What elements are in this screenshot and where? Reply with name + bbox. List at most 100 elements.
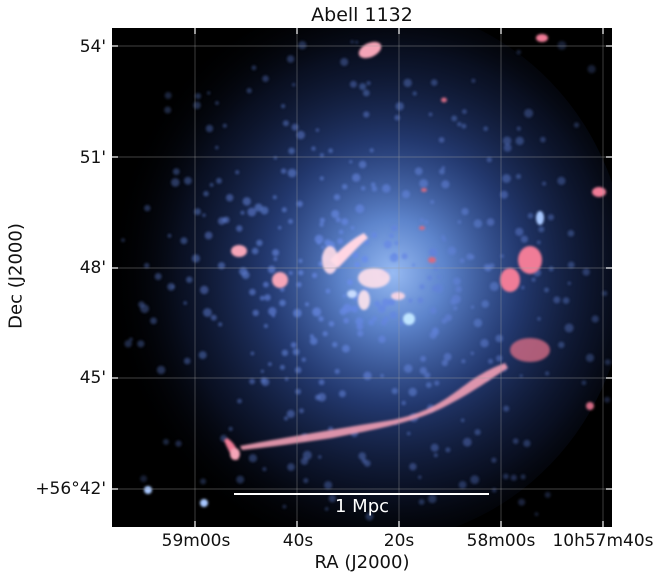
xray-speckle: [562, 297, 570, 304]
xray-speckle: [342, 344, 350, 353]
xray-speckle: [481, 300, 490, 308]
xray-speckle: [428, 494, 437, 504]
radio-emission: [224, 34, 606, 460]
xray-speckle: [445, 447, 451, 453]
xray-speckle: [194, 93, 202, 100]
xray-speckle: [300, 457, 309, 465]
xray-speckle: [441, 180, 450, 189]
y-tick-label: 45': [79, 368, 106, 388]
xray-speckle: [444, 314, 452, 322]
xray-speckle: [200, 285, 209, 295]
xray-speckle: [434, 284, 443, 293]
xray-speckle: [262, 467, 267, 472]
xray-speckle: [315, 128, 320, 132]
xray-speckle: [281, 349, 289, 356]
xray-speckle: [303, 478, 309, 484]
xray-speckle: [236, 225, 243, 232]
xray-speckle: [581, 380, 587, 386]
xray-speckle: [252, 309, 259, 317]
xray-speckle: [250, 351, 255, 356]
x-tick-label: 10h57m40s: [552, 531, 654, 551]
xray-speckle: [401, 253, 408, 260]
xray-speckle: [342, 303, 352, 313]
xray-speckle: [349, 80, 357, 88]
xray-speckle: [520, 235, 528, 243]
xray-speckle: [402, 190, 410, 199]
xray-speckle: [350, 226, 355, 230]
xray-speckle: [203, 191, 209, 197]
xray-speckle: [381, 319, 387, 326]
xray-speckle: [408, 387, 417, 397]
xray-speckle: [193, 101, 201, 110]
xray-speckle: [338, 229, 344, 235]
xray-speckle: [322, 331, 328, 337]
xray-speckle: [430, 443, 439, 452]
xray-speckle: [288, 219, 293, 224]
xray-speckle: [124, 340, 132, 348]
xray-speckle: [296, 130, 305, 140]
xray-speckle: [391, 387, 398, 395]
xray-speckle: [369, 148, 374, 153]
xray-speckle: [466, 253, 473, 260]
xray-speckle: [548, 266, 554, 272]
xray-speckle: [251, 247, 259, 255]
xray-speckle: [451, 294, 461, 304]
xray-speckle: [604, 359, 611, 365]
xray-speckle: [488, 358, 493, 364]
xray-speckle: [371, 186, 378, 192]
xray-speckle: [237, 398, 242, 404]
xray-speckle: [154, 273, 162, 280]
tick-marks: [112, 28, 612, 527]
xray-speckle: [604, 396, 611, 403]
xray-speckle: [242, 197, 251, 206]
xray-speckle: [491, 457, 497, 463]
xray-speckle: [437, 275, 441, 280]
xray-speckle: [167, 233, 172, 238]
xray-speckle: [439, 168, 445, 175]
xray-speckle: [226, 194, 234, 202]
figure-title: Abell 1132: [311, 4, 413, 26]
xray-speckle: [471, 78, 476, 83]
xray-speckle: [366, 81, 371, 86]
xray-speckle: [280, 287, 285, 292]
xray-speckle: [512, 438, 519, 444]
xray-speckle: [222, 123, 227, 128]
xray-speckle: [319, 153, 324, 158]
xray-speckle: [474, 429, 481, 436]
xray-speckle: [356, 323, 364, 330]
xray-speckle: [324, 481, 333, 490]
xray-speckle: [412, 91, 417, 96]
xray-speckle: [144, 262, 150, 269]
xray-speckle: [286, 55, 295, 63]
xray-speckle: [204, 231, 213, 240]
xray-speckle: [383, 240, 392, 249]
xray-speckle: [358, 452, 366, 460]
xray-speckle: [389, 311, 398, 320]
xray-speckle: [209, 183, 214, 187]
xray-speckle: [516, 126, 521, 131]
coordinate-grid: [112, 28, 612, 527]
xray-speckle: [299, 408, 304, 414]
xray-speckle: [382, 184, 391, 193]
xray-speckle: [338, 390, 346, 398]
xray-speckle: [288, 271, 293, 275]
xray-speckle: [573, 122, 580, 128]
xray-speckle: [442, 238, 447, 242]
xray-speckle: [419, 218, 424, 222]
xray-speckle: [191, 254, 200, 263]
xray-speckle: [480, 339, 489, 348]
xray-speckle: [203, 308, 212, 317]
xray-speckle: [365, 512, 374, 521]
xray-speckle: [441, 166, 445, 170]
xray-speckle: [567, 261, 575, 269]
xray-speckle: [544, 491, 551, 498]
xray-speckle: [419, 284, 425, 290]
xray-speckle: [470, 305, 475, 309]
xray-speckle: [388, 233, 394, 239]
xray-speckle: [175, 440, 182, 447]
xray-speckle: [144, 204, 151, 212]
sky-image: 1 Mpc: [112, 28, 612, 527]
xray-speckle: [558, 341, 565, 349]
y-tick-label: +56°42': [35, 479, 106, 499]
xray-speckle: [316, 240, 322, 245]
